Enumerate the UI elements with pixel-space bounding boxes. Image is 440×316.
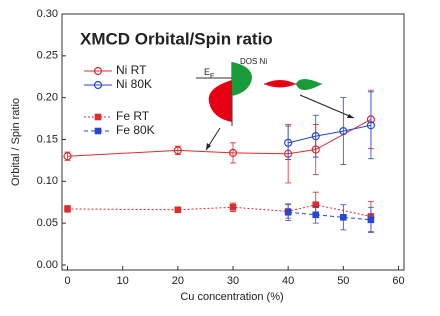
lobe-red-2 bbox=[264, 80, 296, 88]
plot-frame bbox=[61, 13, 405, 271]
series-line bbox=[67, 118, 372, 157]
marker bbox=[340, 213, 347, 221]
legend-marker bbox=[93, 66, 103, 76]
lobe-green bbox=[232, 62, 252, 96]
marker bbox=[63, 152, 72, 161]
error-bar bbox=[174, 145, 181, 155]
x-tick-label: 60 bbox=[392, 275, 404, 287]
series-line bbox=[67, 204, 372, 217]
x-tick-label: 0 bbox=[64, 275, 70, 287]
x-axis-label: Cu concentration (%) bbox=[180, 291, 283, 303]
marker bbox=[173, 146, 182, 155]
marker bbox=[174, 206, 182, 214]
error-bar bbox=[340, 97, 347, 165]
x-tick-label: 10 bbox=[117, 275, 129, 287]
y-tick-label: 0.30 bbox=[37, 8, 58, 20]
lobe-red bbox=[208, 80, 232, 122]
chart-title: XMCD Orbital/Spin ratio bbox=[80, 29, 273, 48]
marker bbox=[367, 216, 375, 224]
error-bar bbox=[285, 125, 292, 160]
x-tick-label: 20 bbox=[172, 275, 184, 287]
legend-label: Fe RT bbox=[116, 109, 150, 123]
arrow bbox=[299, 94, 355, 119]
legend-label: Fe 80K bbox=[116, 123, 155, 137]
x-tick-label: 50 bbox=[337, 275, 349, 287]
dos-label: DOS Ni bbox=[240, 57, 267, 66]
legend-marker bbox=[94, 113, 102, 121]
marker bbox=[312, 211, 320, 219]
error-bar bbox=[367, 91, 374, 160]
error-bar bbox=[230, 142, 236, 164]
marker bbox=[228, 148, 238, 157]
x-tick-label: 30 bbox=[227, 275, 239, 287]
legend-label: Ni 80K bbox=[116, 77, 152, 91]
legend-marker bbox=[93, 80, 103, 90]
y-tick-label: 0.00 bbox=[37, 259, 58, 271]
marker bbox=[312, 201, 320, 209]
lobe-green-2 bbox=[296, 79, 322, 90]
y-tick-label: 0.25 bbox=[37, 50, 58, 62]
marker bbox=[64, 205, 71, 213]
x-tick-label: 40 bbox=[282, 275, 294, 287]
y-tick-label: 0.10 bbox=[37, 175, 58, 187]
error-bar bbox=[64, 151, 71, 161]
legend-label: Ni RT bbox=[116, 63, 147, 77]
error-bar bbox=[312, 114, 319, 158]
legend-marker bbox=[94, 127, 102, 135]
marker bbox=[284, 138, 293, 147]
series-line bbox=[288, 124, 372, 144]
marker bbox=[366, 121, 376, 130]
arrow-head bbox=[347, 114, 354, 118]
y-axis-label: Orbital / Spin ratio bbox=[10, 98, 22, 186]
y-tick-label: 0.20 bbox=[37, 92, 58, 104]
y-tick-label: 0.15 bbox=[37, 133, 58, 145]
arrow-head bbox=[206, 143, 211, 150]
dos-inset: EF DOS Ni bbox=[196, 57, 355, 151]
marker bbox=[229, 203, 237, 211]
marker bbox=[284, 208, 292, 216]
marker bbox=[339, 127, 348, 136]
fermi-label: EF bbox=[204, 67, 214, 79]
y-tick-label: 0.05 bbox=[37, 217, 58, 229]
marker bbox=[311, 132, 320, 141]
